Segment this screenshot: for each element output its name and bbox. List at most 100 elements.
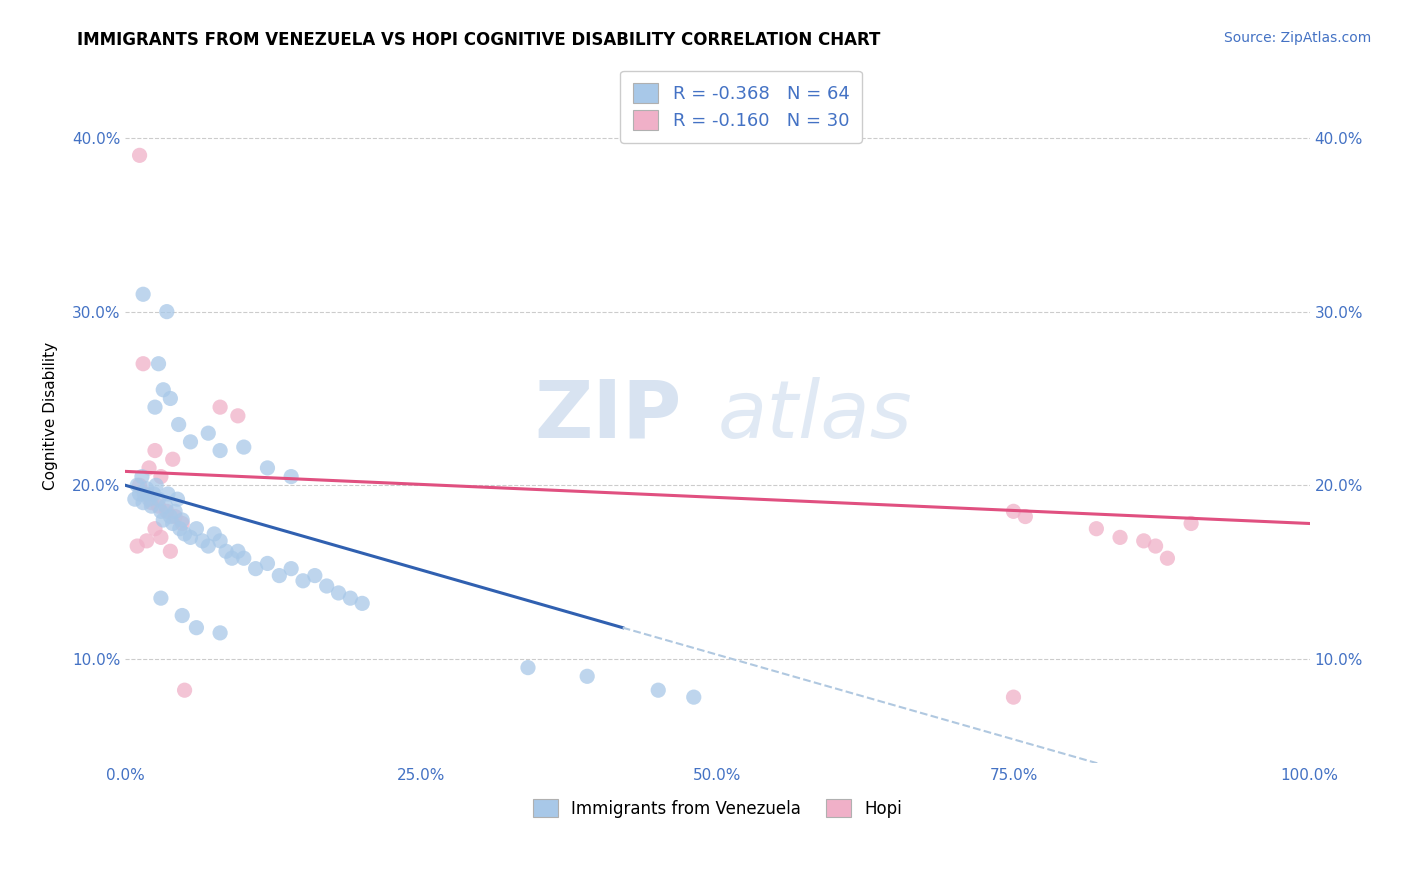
Point bbox=[1085, 522, 1108, 536]
Point bbox=[245, 561, 267, 575]
Point bbox=[149, 469, 172, 483]
Point bbox=[1156, 551, 1178, 566]
Point bbox=[148, 499, 170, 513]
Point bbox=[155, 499, 177, 513]
Text: IMMIGRANTS FROM VENEZUELA VS HOPI COGNITIVE DISABILITY CORRELATION CHART: IMMIGRANTS FROM VENEZUELA VS HOPI COGNIT… bbox=[77, 31, 880, 49]
Text: ZIP: ZIP bbox=[534, 376, 682, 455]
Point bbox=[159, 509, 181, 524]
Point bbox=[165, 509, 187, 524]
Point bbox=[1002, 504, 1025, 518]
Point bbox=[142, 487, 165, 501]
Point bbox=[221, 551, 243, 566]
Point bbox=[191, 533, 214, 548]
Point bbox=[128, 148, 150, 162]
Point bbox=[576, 669, 599, 683]
Point bbox=[179, 530, 201, 544]
Point bbox=[141, 499, 163, 513]
Point bbox=[165, 504, 187, 518]
Point bbox=[172, 513, 194, 527]
Point bbox=[209, 400, 232, 414]
Point bbox=[1014, 509, 1036, 524]
Point bbox=[135, 487, 157, 501]
Point bbox=[128, 478, 150, 492]
Point bbox=[127, 478, 149, 492]
Point bbox=[197, 539, 219, 553]
Point bbox=[226, 409, 249, 423]
Text: atlas: atlas bbox=[717, 376, 912, 455]
Point bbox=[215, 544, 238, 558]
Point bbox=[197, 426, 219, 441]
Point bbox=[179, 434, 201, 449]
Point bbox=[1002, 690, 1025, 705]
Point bbox=[226, 544, 249, 558]
Point bbox=[135, 482, 157, 496]
Point bbox=[127, 539, 149, 553]
Point bbox=[304, 568, 326, 582]
Point bbox=[166, 492, 188, 507]
Point bbox=[209, 443, 232, 458]
Point bbox=[1144, 539, 1167, 553]
Point bbox=[145, 478, 167, 492]
Point bbox=[291, 574, 314, 588]
Point bbox=[143, 443, 166, 458]
Point bbox=[202, 527, 225, 541]
Point bbox=[152, 383, 174, 397]
Point bbox=[280, 561, 302, 575]
Point bbox=[169, 522, 191, 536]
Point bbox=[280, 469, 302, 483]
Point bbox=[156, 504, 179, 518]
Point bbox=[143, 400, 166, 414]
Point bbox=[135, 533, 157, 548]
Point bbox=[173, 527, 195, 541]
Point bbox=[209, 533, 232, 548]
Point bbox=[209, 626, 232, 640]
Point bbox=[148, 357, 170, 371]
Point bbox=[141, 496, 163, 510]
Point bbox=[256, 557, 278, 571]
Point bbox=[159, 544, 181, 558]
Point bbox=[128, 487, 150, 501]
Point bbox=[156, 304, 179, 318]
Text: Source: ZipAtlas.com: Source: ZipAtlas.com bbox=[1223, 31, 1371, 45]
Point bbox=[149, 530, 172, 544]
Point bbox=[132, 357, 155, 371]
Point bbox=[162, 516, 184, 531]
Point bbox=[124, 492, 146, 507]
Point bbox=[134, 487, 156, 501]
Point bbox=[256, 461, 278, 475]
Point bbox=[148, 492, 170, 507]
Point bbox=[173, 683, 195, 698]
Point bbox=[315, 579, 337, 593]
Point bbox=[1180, 516, 1202, 531]
Point bbox=[132, 496, 155, 510]
Point bbox=[149, 591, 172, 606]
Point bbox=[152, 513, 174, 527]
Point bbox=[149, 504, 172, 518]
Point bbox=[186, 522, 208, 536]
Point bbox=[131, 469, 153, 483]
Legend: Immigrants from Venezuela, Hopi: Immigrants from Venezuela, Hopi bbox=[526, 793, 908, 824]
Point bbox=[352, 596, 374, 610]
Point bbox=[159, 392, 181, 406]
Point bbox=[1132, 533, 1154, 548]
Point bbox=[156, 487, 179, 501]
Point bbox=[132, 287, 155, 301]
Point bbox=[143, 522, 166, 536]
Point bbox=[339, 591, 361, 606]
Point bbox=[138, 492, 160, 507]
Point bbox=[162, 452, 184, 467]
Point bbox=[682, 690, 704, 705]
Point bbox=[232, 440, 254, 454]
Point bbox=[172, 516, 194, 531]
Point bbox=[517, 660, 540, 674]
Point bbox=[328, 586, 350, 600]
Y-axis label: Cognitive Disability: Cognitive Disability bbox=[44, 342, 58, 490]
Point bbox=[186, 621, 208, 635]
Point bbox=[232, 551, 254, 566]
Point bbox=[167, 417, 190, 432]
Point bbox=[138, 461, 160, 475]
Point bbox=[1109, 530, 1132, 544]
Point bbox=[172, 608, 194, 623]
Point bbox=[647, 683, 669, 698]
Point bbox=[269, 568, 291, 582]
